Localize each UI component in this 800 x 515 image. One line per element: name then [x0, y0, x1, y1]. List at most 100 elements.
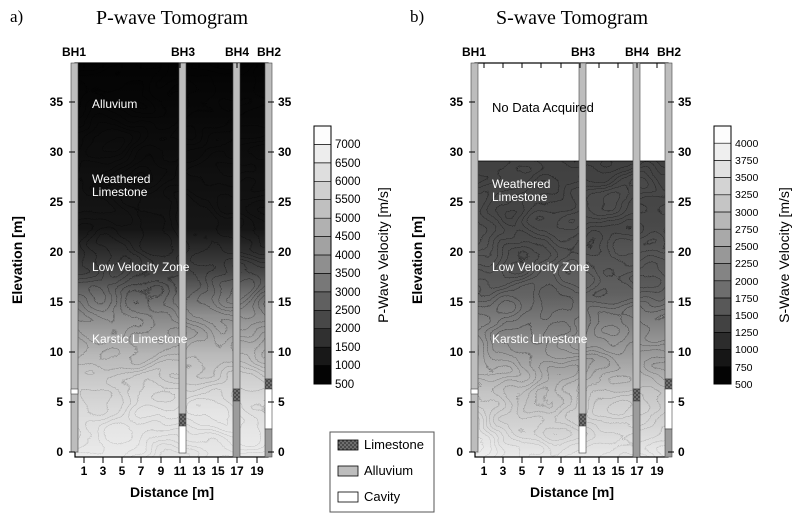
svg-text:2750: 2750: [735, 224, 759, 236]
svg-text:Distance [m]: Distance [m]: [530, 484, 614, 500]
svg-text:5000: 5000: [335, 213, 361, 225]
svg-text:3000: 3000: [335, 287, 361, 299]
svg-text:2000: 2000: [335, 323, 361, 335]
svg-text:30: 30: [450, 145, 464, 159]
svg-text:1500: 1500: [335, 342, 361, 354]
svg-text:P-Wave Velocity [m/s]: P-Wave Velocity [m/s]: [375, 187, 391, 323]
svg-text:19: 19: [650, 464, 664, 478]
svg-text:10: 10: [678, 345, 692, 359]
svg-text:7: 7: [538, 464, 545, 478]
svg-text:Alluvium: Alluvium: [92, 97, 137, 111]
svg-text:BH1: BH1: [462, 45, 486, 59]
svg-text:10: 10: [450, 345, 464, 359]
svg-text:BH2: BH2: [257, 45, 281, 59]
svg-text:20: 20: [50, 245, 64, 259]
svg-text:20: 20: [278, 245, 292, 259]
svg-text:0: 0: [678, 445, 685, 459]
svg-text:1250: 1250: [735, 327, 759, 339]
svg-text:15: 15: [450, 295, 464, 309]
svg-text:3500: 3500: [735, 172, 759, 184]
svg-text:1: 1: [481, 464, 488, 478]
svg-text:BH4: BH4: [625, 45, 649, 59]
svg-text:2500: 2500: [335, 305, 361, 317]
svg-text:750: 750: [735, 362, 753, 374]
svg-text:3000: 3000: [735, 207, 759, 219]
svg-text:5500: 5500: [335, 194, 361, 206]
svg-text:1: 1: [81, 464, 88, 478]
svg-text:7000: 7000: [335, 139, 361, 151]
svg-text:5: 5: [519, 464, 526, 478]
svg-text:Weathered: Weathered: [492, 177, 550, 191]
svg-text:25: 25: [278, 195, 292, 209]
svg-text:Alluvium: Alluvium: [364, 463, 413, 478]
svg-text:0: 0: [278, 445, 285, 459]
svg-text:3: 3: [500, 464, 507, 478]
svg-text:Karstic Limestone: Karstic Limestone: [492, 332, 588, 346]
svg-text:9: 9: [558, 464, 565, 478]
svg-text:BH1: BH1: [62, 45, 86, 59]
svg-text:BH3: BH3: [171, 45, 195, 59]
svg-text:3: 3: [100, 464, 107, 478]
svg-text:10: 10: [50, 345, 64, 359]
svg-text:5: 5: [456, 395, 463, 409]
svg-text:30: 30: [278, 145, 292, 159]
svg-text:15: 15: [50, 295, 64, 309]
svg-text:3250: 3250: [735, 189, 759, 201]
svg-text:S-wave Tomogram: S-wave Tomogram: [496, 7, 649, 29]
svg-text:BH3: BH3: [571, 45, 595, 59]
svg-text:Karstic Limestone: Karstic Limestone: [92, 332, 188, 346]
svg-text:BH4: BH4: [225, 45, 249, 59]
svg-text:13: 13: [592, 464, 606, 478]
svg-text:4500: 4500: [335, 231, 361, 243]
svg-text:1000: 1000: [335, 360, 361, 372]
svg-text:Weathered: Weathered: [92, 172, 150, 186]
svg-text:5: 5: [678, 395, 685, 409]
svg-text:30: 30: [678, 145, 692, 159]
svg-text:Limestone: Limestone: [364, 437, 424, 452]
svg-text:Cavity: Cavity: [364, 489, 401, 504]
svg-text:3750: 3750: [735, 155, 759, 167]
svg-text:6000: 6000: [335, 176, 361, 188]
svg-text:No Data Acquired: No Data Acquired: [492, 100, 594, 115]
svg-text:1500: 1500: [735, 310, 759, 322]
svg-text:2250: 2250: [735, 258, 759, 270]
svg-text:15: 15: [611, 464, 625, 478]
svg-text:9: 9: [158, 464, 165, 478]
svg-text:Elevation [m]: Elevation [m]: [409, 216, 425, 304]
svg-text:25: 25: [50, 195, 64, 209]
svg-text:2500: 2500: [735, 241, 759, 253]
svg-text:35: 35: [50, 95, 64, 109]
svg-text:5: 5: [119, 464, 126, 478]
svg-text:20: 20: [678, 245, 692, 259]
svg-text:500: 500: [735, 379, 753, 391]
svg-text:3500: 3500: [335, 268, 361, 280]
svg-text:P-wave Tomogram: P-wave Tomogram: [96, 7, 249, 29]
svg-text:5: 5: [56, 395, 63, 409]
svg-text:Elevation [m]: Elevation [m]: [9, 216, 25, 304]
svg-text:30: 30: [50, 145, 64, 159]
svg-text:0: 0: [456, 445, 463, 459]
svg-text:BH2: BH2: [657, 45, 681, 59]
svg-text:S-Wave Velocity [m/s]: S-Wave Velocity [m/s]: [776, 187, 792, 323]
svg-text:1750: 1750: [735, 293, 759, 305]
svg-text:b): b): [410, 7, 424, 26]
svg-text:0: 0: [56, 445, 63, 459]
svg-text:15: 15: [211, 464, 225, 478]
svg-text:20: 20: [450, 245, 464, 259]
svg-text:17: 17: [230, 464, 244, 478]
svg-text:Low Velocity Zone: Low Velocity Zone: [92, 260, 190, 274]
svg-text:5: 5: [278, 395, 285, 409]
svg-text:4000: 4000: [735, 138, 759, 150]
svg-text:35: 35: [450, 95, 464, 109]
svg-text:13: 13: [192, 464, 206, 478]
svg-text:35: 35: [278, 95, 292, 109]
svg-text:35: 35: [678, 95, 692, 109]
svg-text:11: 11: [574, 464, 587, 478]
svg-text:19: 19: [250, 464, 264, 478]
svg-text:7: 7: [138, 464, 145, 478]
svg-text:10: 10: [278, 345, 292, 359]
svg-text:15: 15: [278, 295, 292, 309]
svg-text:Distance [m]: Distance [m]: [130, 484, 214, 500]
svg-text:a): a): [10, 7, 23, 26]
svg-text:17: 17: [630, 464, 644, 478]
